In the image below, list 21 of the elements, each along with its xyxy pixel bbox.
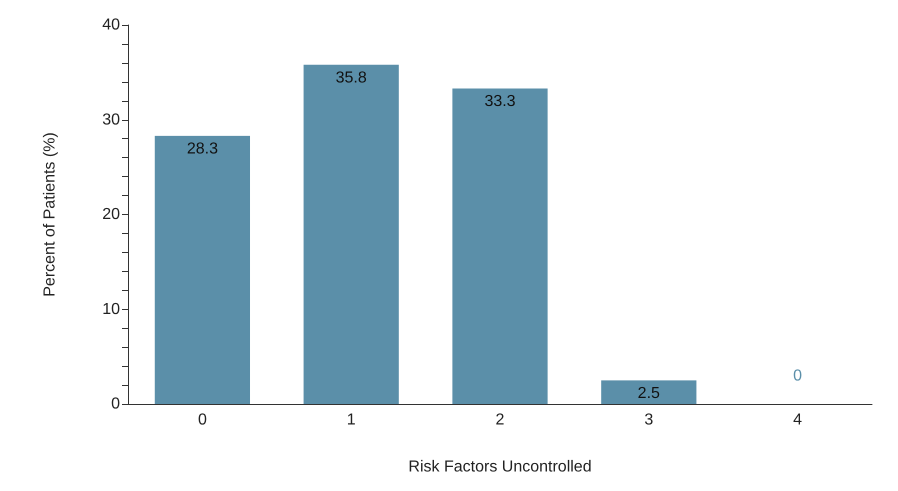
data-label: 0 bbox=[793, 368, 802, 384]
x-tick-label: 2 bbox=[496, 412, 505, 428]
data-label: 33.3 bbox=[484, 92, 516, 110]
bar bbox=[452, 88, 548, 404]
data-label: 28.3 bbox=[186, 140, 218, 158]
bar bbox=[154, 136, 250, 404]
y-tick-label: 0 bbox=[111, 396, 120, 412]
x-tick-label: 4 bbox=[793, 412, 802, 428]
y-axis-title: Percent of Patients (%) bbox=[42, 132, 58, 297]
y-tick-label: 20 bbox=[102, 206, 120, 223]
x-tick-label: 0 bbox=[198, 412, 207, 428]
y-tick-label: 30 bbox=[102, 111, 120, 128]
x-tick-label: 1 bbox=[346, 412, 356, 428]
data-label: 2.5 bbox=[638, 384, 660, 402]
y-tick-label: 10 bbox=[102, 300, 120, 318]
x-axis-title: Risk Factors Uncontrolled bbox=[408, 458, 592, 476]
bar bbox=[601, 380, 696, 404]
y-tick-label: 40 bbox=[102, 16, 120, 34]
x-tick-label: 3 bbox=[644, 412, 654, 428]
data-label: 35.8 bbox=[336, 69, 367, 86]
bar bbox=[304, 64, 399, 404]
